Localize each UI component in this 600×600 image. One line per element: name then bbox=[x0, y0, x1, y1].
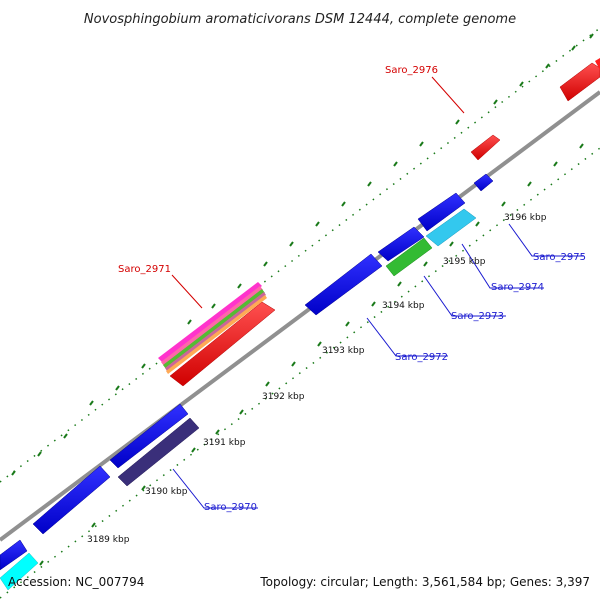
gene-saro-2971-forward[interactable] bbox=[169, 301, 276, 387]
scale-label-3196: 3196 kbp bbox=[504, 213, 547, 223]
label-saro-2976[interactable]: Saro_2976 bbox=[385, 65, 438, 76]
scale-label-3191: 3191 kbp bbox=[203, 438, 246, 448]
gene-saro-2973-blue[interactable] bbox=[377, 226, 425, 262]
saro-2974-leader bbox=[461, 243, 544, 289]
gene-saro-2970-slate[interactable] bbox=[117, 417, 200, 487]
label-saro-2974[interactable]: Saro_2974 bbox=[491, 282, 544, 293]
scale-label-3192: 3192 kbp bbox=[262, 392, 305, 402]
label-saro-2972[interactable]: Saro_2972 bbox=[395, 352, 448, 363]
saro-2971-leader bbox=[171, 274, 203, 309]
label-saro-2973[interactable]: Saro_2973 bbox=[451, 311, 504, 322]
gene-saro-2975[interactable] bbox=[473, 173, 494, 192]
gene-saro-2971-feature-stack[interactable] bbox=[158, 282, 267, 374]
gene-saro-2976[interactable] bbox=[470, 134, 501, 161]
scale-label-3194: 3194 kbp bbox=[382, 301, 425, 311]
inner-tick-track bbox=[39, 143, 584, 566]
gene-saro-2973-green[interactable] bbox=[385, 237, 433, 277]
saro-2973-leader bbox=[423, 275, 506, 317]
genome-backbone bbox=[0, 90, 600, 542]
saro-2975-leader bbox=[508, 223, 584, 257]
scale-label-3195: 3195 kbp bbox=[443, 257, 486, 267]
gene-saro-2970-blue[interactable] bbox=[109, 403, 189, 469]
label-saro-2970[interactable]: Saro_2970 bbox=[204, 502, 257, 513]
accession-label: Accession: NC_007794 bbox=[8, 575, 144, 589]
gene-saro-2977-partial[interactable] bbox=[559, 62, 600, 102]
label-saro-2975[interactable]: Saro_2975 bbox=[533, 252, 586, 263]
saro-2976-leader bbox=[431, 76, 465, 114]
inner-dotted-line bbox=[0, 147, 600, 599]
genome-summary: Topology: circular; Length: 3,561,584 bp… bbox=[259, 575, 590, 589]
label-saro-2971[interactable]: Saro_2971 bbox=[118, 264, 171, 275]
scale-label-3190: 3190 kbp bbox=[145, 487, 188, 497]
map-title: Novosphingobium aromaticivorans DSM 1244… bbox=[84, 12, 516, 27]
outer-tick-track bbox=[11, 33, 594, 476]
scale-label-3189: 3189 kbp bbox=[87, 535, 130, 545]
saro-2972-leader bbox=[366, 317, 448, 357]
gene-saro-2969[interactable] bbox=[32, 465, 111, 535]
gene-saro-2974-blue[interactable] bbox=[417, 192, 466, 232]
gene-cyan-edge[interactable] bbox=[0, 552, 39, 591]
outer-dotted-line bbox=[0, 27, 600, 483]
gene-saro-2974-cyan[interactable] bbox=[425, 208, 477, 247]
gene-edge-fragment[interactable] bbox=[595, 58, 600, 70]
scale-label-3193: 3193 kbp bbox=[322, 346, 365, 356]
saro-2970-leader bbox=[172, 468, 258, 509]
gene-saro-2972[interactable] bbox=[304, 253, 383, 316]
gene-saro-2968[interactable] bbox=[0, 539, 28, 571]
